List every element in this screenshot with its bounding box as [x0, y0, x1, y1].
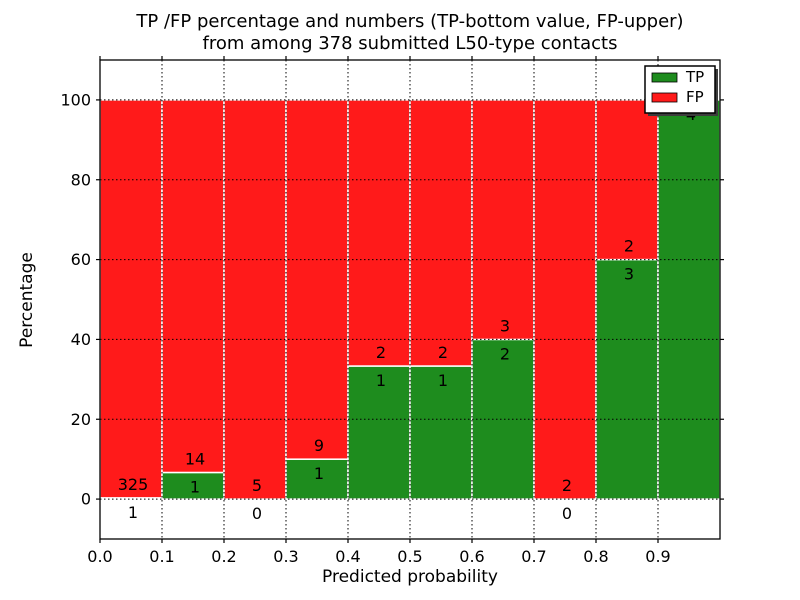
tp-bar-segment [657, 99, 721, 500]
tp-count-label: 1 [376, 371, 386, 390]
fp-bar-segment [161, 99, 225, 474]
fp-bar-segment [223, 99, 287, 500]
fp-count-label: 3 [500, 316, 510, 335]
fp-count-label: 2 [438, 343, 448, 362]
x-tick-label: 0.3 [273, 547, 298, 566]
legend-label-tp: TP [685, 68, 704, 86]
x-axis-label: Predicted probability [322, 567, 498, 587]
fp-count-label: 2 [376, 343, 386, 362]
chart-title-line1: TP /FP percentage and numbers (TP-bottom… [136, 11, 684, 32]
chart-title-line2: from among 378 submitted L50-type contac… [202, 33, 618, 54]
fp-bar-segment [471, 99, 535, 341]
x-tick-label: 0.6 [459, 547, 484, 566]
tp-bar-segment [471, 338, 535, 500]
fp-count-label: 9 [314, 436, 324, 455]
y-tick-label: 100 [60, 90, 91, 109]
tp-bar-segment [595, 258, 659, 500]
x-tick-label: 0.0 [87, 547, 112, 566]
x-tick-label: 0.1 [149, 547, 174, 566]
fp-bar-segment [533, 99, 597, 500]
legend-swatch-fp [651, 92, 678, 103]
fp-bar-segment [99, 99, 163, 499]
legend-swatch-tp [651, 72, 678, 83]
y-tick-label: 20 [71, 410, 91, 429]
tp-count-label: 1 [190, 477, 200, 496]
tp-count-label: 1 [314, 464, 324, 483]
tp-count-label: 1 [128, 503, 138, 522]
x-tick-label: 0.7 [521, 547, 546, 566]
y-tick-label: 0 [81, 490, 91, 509]
tp-count-label: 0 [562, 504, 572, 523]
fp-count-label: 325 [118, 475, 149, 494]
legend-label-fp: FP [686, 88, 704, 106]
x-tick-label: 0.2 [211, 547, 236, 566]
fp-count-label: 5 [252, 476, 262, 495]
x-tick-label: 0.9 [645, 547, 670, 566]
x-tick-label: 0.4 [335, 547, 360, 566]
tp-count-label: 3 [624, 265, 634, 284]
fp-bar-segment [595, 99, 659, 261]
tp-count-label: 2 [500, 344, 510, 363]
fp-bar-segment [347, 99, 411, 367]
tp-count-label: 1 [438, 371, 448, 390]
y-tick-label: 60 [71, 250, 91, 269]
fp-bar-segment [285, 99, 349, 460]
y-tick-label: 80 [71, 170, 91, 189]
x-tick-label: 0.8 [583, 547, 608, 566]
y-tick-label: 40 [71, 330, 91, 349]
fp-bar-segment [409, 99, 473, 367]
x-tick-label: 0.5 [397, 547, 422, 566]
fp-count-label: 2 [562, 476, 572, 495]
y-axis-label: Percentage [17, 252, 37, 348]
fp-count-label: 14 [185, 449, 205, 468]
fp-count-label: 2 [624, 237, 634, 256]
tp-count-label: 0 [252, 504, 262, 523]
